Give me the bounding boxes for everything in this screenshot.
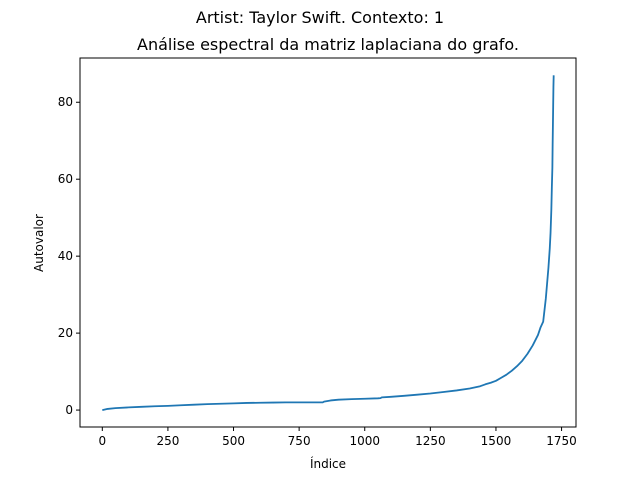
y-tick-label: 40 — [58, 249, 73, 263]
x-tick-label: 250 — [156, 434, 179, 448]
x-axis-ticks: 0 250 500 750 1000 1250 1500 1750 — [98, 427, 577, 448]
plot-area — [102, 75, 555, 411]
x-tick-label: 1000 — [349, 434, 380, 448]
x-tick-label: 1500 — [481, 434, 512, 448]
y-tick-label: 80 — [58, 95, 73, 109]
x-tick-label: 1750 — [546, 434, 577, 448]
y-tick-label: 0 — [65, 403, 73, 417]
y-tick-label: 20 — [58, 326, 73, 340]
x-tick-label: 1250 — [415, 434, 446, 448]
series-line-0 — [102, 75, 555, 411]
plot-frame — [79, 57, 577, 428]
chart-title: Análise espectral da matriz laplaciana d… — [137, 35, 519, 54]
x-tick-label: 500 — [222, 434, 245, 448]
x-tick-label: 750 — [288, 434, 311, 448]
chart-suptitle: Artist: Taylor Swift. Contexto: 1 — [196, 8, 444, 27]
y-axis-label: Autovalor — [32, 214, 46, 272]
y-axis-ticks: 0 20 40 60 80 — [58, 95, 80, 417]
y-tick-label: 60 — [58, 172, 73, 186]
x-axis-label: Índice — [310, 456, 346, 471]
x-tick-label: 0 — [98, 434, 106, 448]
